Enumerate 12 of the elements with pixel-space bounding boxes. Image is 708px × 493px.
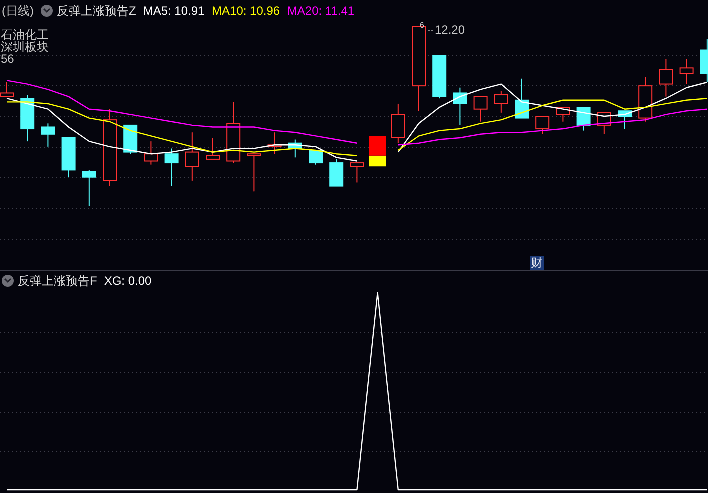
- text: 财: [531, 256, 543, 270]
- annotation: 深圳板块: [1, 40, 49, 54]
- text: XG: 0.00: [104, 274, 152, 288]
- chart-title: (日线): [2, 4, 34, 18]
- text: MA10: 10.96: [212, 4, 280, 18]
- annotation: 石油化工: [1, 28, 49, 42]
- chart-subtitle: 反弹上涨预告Z: [57, 4, 136, 18]
- annotation: 56: [1, 52, 15, 66]
- text: MA20: 11.41: [287, 4, 355, 18]
- annotation: 12.20: [435, 23, 466, 37]
- chart-title: 反弹上涨预告F: [18, 274, 98, 288]
- text: MA5: 10.91: [143, 4, 206, 18]
